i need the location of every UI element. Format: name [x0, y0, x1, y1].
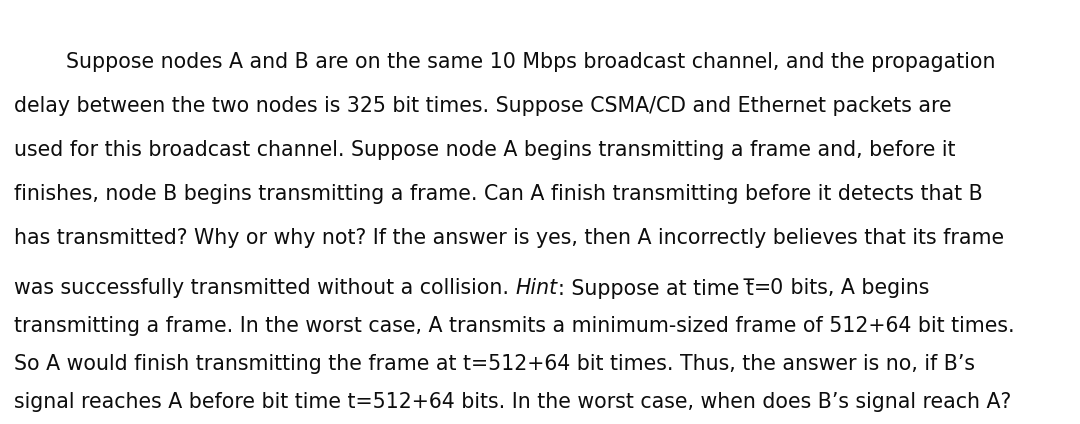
- Text: bits, A begins: bits, A begins: [784, 278, 929, 298]
- Text: has transmitted? Why or why not? If the answer is yes, then A incorrectly believ: has transmitted? Why or why not? If the …: [14, 228, 1004, 248]
- Text: : Suppose at time t̅: : Suppose at time t̅: [557, 278, 754, 298]
- Text: signal reaches A before bit time t=512+64 bits. In the worst case, when does B’s: signal reaches A before bit time t=512+6…: [14, 392, 1011, 412]
- Text: finishes, node B begins transmitting a frame. Can A finish transmitting before i: finishes, node B begins transmitting a f…: [14, 184, 983, 204]
- Text: So A would finish transmitting the frame at t=512+64 bit times. Thus, the answer: So A would finish transmitting the frame…: [14, 354, 975, 374]
- Text: was successfully transmitted without a collision.: was successfully transmitted without a c…: [14, 278, 515, 298]
- Text: used for this broadcast channel. Suppose node A begins transmitting a frame and,: used for this broadcast channel. Suppose…: [14, 140, 956, 160]
- Text: delay between the two nodes is 325 bit times. Suppose CSMA/CD and Ethernet packe: delay between the two nodes is 325 bit t…: [14, 96, 951, 116]
- Text: Hint: Hint: [515, 278, 557, 298]
- Text: =0: =0: [754, 278, 784, 298]
- Text: Suppose nodes A and B are on the same 10 Mbps broadcast channel, and the propaga: Suppose nodes A and B are on the same 10…: [14, 52, 996, 72]
- Text: transmitting a frame. In the worst case, A transmits a minimum-sized frame of 51: transmitting a frame. In the worst case,…: [14, 316, 1014, 336]
